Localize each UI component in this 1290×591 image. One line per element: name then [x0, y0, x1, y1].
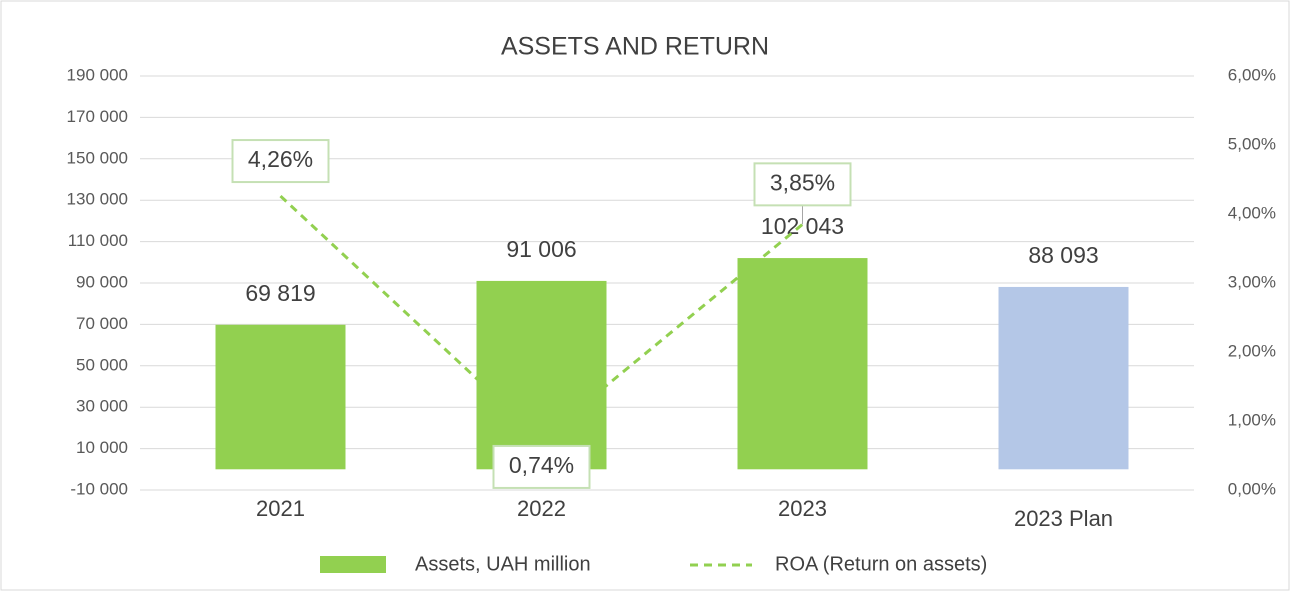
y-tick-label: 70 000 [76, 314, 128, 333]
chart-title: ASSETS AND RETURN [501, 33, 769, 61]
legend-label: Assets, UAH million [415, 553, 591, 575]
y-tick-label: 90 000 [76, 272, 128, 291]
bar [215, 324, 346, 470]
data-label: 4,26% [248, 146, 313, 172]
line [279, 194, 804, 441]
bar [737, 258, 868, 470]
bar [476, 280, 607, 470]
y-tick-label: 170 000 [67, 107, 128, 126]
y-tick-label: 30 000 [76, 397, 128, 416]
data-label: 88 093 [1028, 242, 1098, 268]
legend-label: ROA (Return on assets) [775, 553, 987, 575]
y2-tick-label: 6,00% [1228, 65, 1276, 84]
y2-tick-label: 4,00% [1228, 203, 1276, 222]
y2-tick-label: 0,00% [1228, 479, 1276, 498]
y-tick-label: 10 000 [76, 438, 128, 457]
data-label-box [231, 139, 330, 184]
y-tick-label: 130 000 [67, 190, 128, 209]
y-tick-label: 190 000 [67, 65, 128, 84]
bar [998, 286, 1129, 470]
y-tick-label: 50 000 [76, 355, 128, 374]
y-tick-label: 110 000 [68, 231, 128, 250]
data-label: 69 819 [245, 280, 315, 306]
y2-tick-label: 2,00% [1228, 341, 1276, 360]
x-tick-label: 2023 [778, 496, 827, 521]
y2-tick-label: 3,00% [1228, 272, 1276, 291]
legend-swatch [320, 556, 386, 573]
x-tick-label: 2023 Plan [1014, 506, 1113, 531]
data-label: 91 006 [506, 236, 576, 262]
y2-tick-label: 5,00% [1228, 134, 1276, 153]
y-tick-label: 150 000 [67, 148, 128, 167]
x-tick-label: 2022 [517, 496, 566, 521]
y2-tick-label: 1,00% [1228, 410, 1276, 429]
data-label-box [753, 162, 852, 207]
data-label-box [492, 444, 591, 489]
data-label: 0,74% [509, 452, 574, 478]
y-tick-label: -10 000 [70, 479, 128, 498]
data-label: 3,85% [770, 169, 835, 195]
x-tick-label: 2021 [256, 496, 305, 521]
